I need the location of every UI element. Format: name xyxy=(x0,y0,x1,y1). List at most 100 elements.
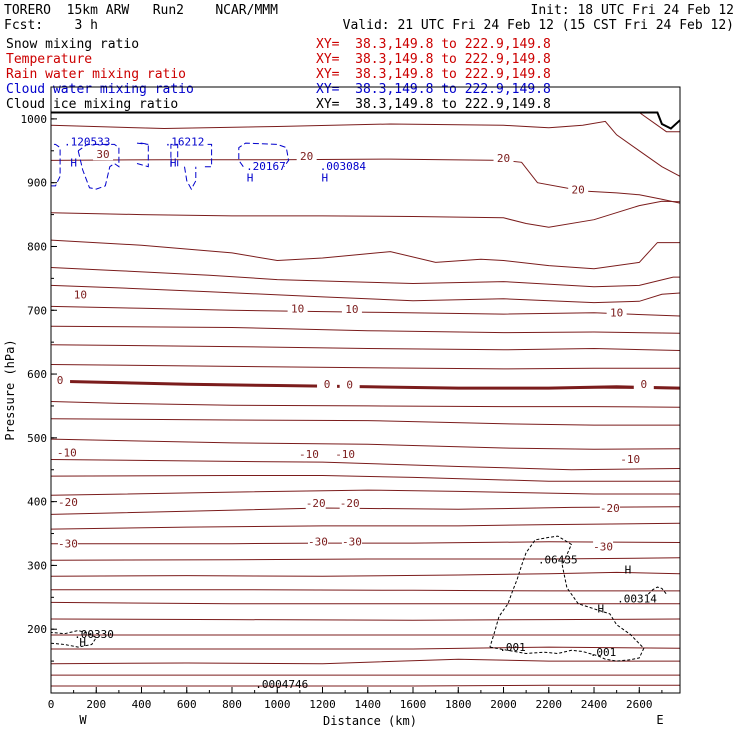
cloud-water-contour xyxy=(238,142,290,167)
cloud-water-contour xyxy=(170,143,179,167)
snow-label: .0004746 xyxy=(255,678,308,691)
temperature-contour xyxy=(51,305,680,317)
label-backdrop xyxy=(287,303,308,315)
legend-label: Cloud ice mixing ratio xyxy=(6,97,179,112)
cloud-water-label: H xyxy=(247,171,254,184)
x-tick-label: 2000 xyxy=(490,698,517,711)
y-tick-label: 500 xyxy=(27,432,47,445)
temperature-contour xyxy=(51,557,680,561)
legend-label: Temperature xyxy=(6,52,93,67)
plot-frame xyxy=(50,86,681,694)
temperature-contour xyxy=(51,571,680,577)
temperature-label: -20 xyxy=(600,502,620,515)
snow-label: H xyxy=(625,564,632,577)
cloud-water-label: .16212 xyxy=(165,136,205,149)
temperature-label: -10 xyxy=(335,448,355,461)
temperature-contour xyxy=(51,120,680,177)
temperature-contour xyxy=(51,267,680,288)
snow-label: .001 xyxy=(499,641,526,654)
temperature-zero-contour xyxy=(51,379,680,390)
x-tick-label: 400 xyxy=(132,698,152,711)
temperature-label: 10 xyxy=(610,306,623,319)
cloud-water-contour xyxy=(184,166,197,191)
snow-label: .00314 xyxy=(617,592,657,605)
label-backdrop xyxy=(307,536,328,548)
temperature-contour xyxy=(51,418,680,426)
x-tick-label: 2200 xyxy=(536,698,563,711)
temperature-contour xyxy=(51,684,680,687)
temperature-contour xyxy=(51,239,680,270)
header-line1-right: Init: 18 UTC Fri 24 Feb 12 xyxy=(530,3,735,18)
label-backdrop xyxy=(620,454,641,466)
legend-xy: XY= 38.3,149.8 to 222.9,149.8 xyxy=(316,82,551,97)
x-tick-label: 200 xyxy=(86,698,106,711)
x-tick-label: 1600 xyxy=(400,698,427,711)
x-tick-label: 1800 xyxy=(445,698,472,711)
label-backdrop xyxy=(341,536,362,548)
y-tick-label: 200 xyxy=(27,623,47,636)
temperature-contour xyxy=(51,459,680,471)
label-backdrop xyxy=(335,448,356,460)
temperature-label: 30 xyxy=(96,148,109,161)
temperature-contour xyxy=(639,112,680,133)
temperature-label: -10 xyxy=(299,448,319,461)
temperature-contour xyxy=(51,589,680,592)
label-backdrop xyxy=(57,538,78,550)
cloud-water-label: .120533 xyxy=(64,136,110,149)
label-backdrop xyxy=(317,378,338,390)
y-axis-label: Pressure (hPa) xyxy=(3,339,17,440)
label-backdrop xyxy=(298,448,319,460)
temperature-contour xyxy=(51,489,680,496)
temperature-label: -20 xyxy=(340,497,360,510)
temperature-label: 20 xyxy=(300,150,313,163)
label-backdrop xyxy=(305,498,326,510)
temperature-label: 10 xyxy=(74,289,87,302)
temperature-contour xyxy=(51,475,680,482)
cloud-water-label: .20167 xyxy=(246,160,286,173)
temperature-contour xyxy=(51,506,680,515)
temperature-label: -30 xyxy=(58,537,78,550)
x-tick-label: 1400 xyxy=(355,698,382,711)
cloud-water-label: H xyxy=(70,157,77,170)
legend-xy: XY= 38.3,149.8 to 222.9,149.8 xyxy=(316,52,551,67)
x-tick-label: 600 xyxy=(177,698,197,711)
label-backdrop xyxy=(70,289,91,301)
temperature-contour xyxy=(51,200,680,228)
x-tick-label: 1200 xyxy=(309,698,336,711)
temperature-contour xyxy=(51,344,680,351)
legend-xy: XY= 38.3,149.8 to 222.9,149.8 xyxy=(316,67,551,82)
temperature-contour xyxy=(51,541,680,545)
temperature-label: 0 xyxy=(324,378,331,391)
west-label: W xyxy=(79,713,87,727)
temperature-label: 0 xyxy=(57,374,64,387)
temperature-contour xyxy=(51,601,680,605)
label-backdrop xyxy=(57,496,78,508)
header-line1-left: TORERO 15km ARW Run2 NCAR/MMM xyxy=(4,3,278,18)
legend-xy: XY= 38.3,149.8 to 222.9,149.8 xyxy=(316,37,551,52)
temperature-contour xyxy=(51,158,680,204)
temperature-label: -10 xyxy=(57,447,77,460)
east-label: E xyxy=(656,713,663,727)
temperature-label: -30 xyxy=(342,535,362,548)
y-tick-label: 600 xyxy=(27,368,47,381)
temperature-label: -30 xyxy=(593,540,613,553)
temperature-contour xyxy=(51,522,680,530)
label-backdrop xyxy=(568,184,589,196)
temperature-contour xyxy=(51,438,680,450)
x-tick-label: 2400 xyxy=(581,698,608,711)
y-tick-label: 400 xyxy=(27,496,47,509)
legend-label: Cloud water mixing ratio xyxy=(6,82,194,97)
snow-contour xyxy=(489,535,645,662)
snow-contour xyxy=(647,586,667,595)
snow-label: .06435 xyxy=(538,554,578,567)
x-tick-label: 2600 xyxy=(626,698,653,711)
label-backdrop xyxy=(339,498,360,510)
x-tick-label: 1000 xyxy=(264,698,291,711)
label-backdrop xyxy=(56,447,77,459)
label-backdrop xyxy=(296,151,317,163)
temperature-contour xyxy=(51,401,680,408)
temperature-contour xyxy=(51,646,680,650)
temperature-contour xyxy=(51,618,680,621)
snow-label: H xyxy=(79,636,86,649)
y-tick-label: 300 xyxy=(27,559,47,572)
